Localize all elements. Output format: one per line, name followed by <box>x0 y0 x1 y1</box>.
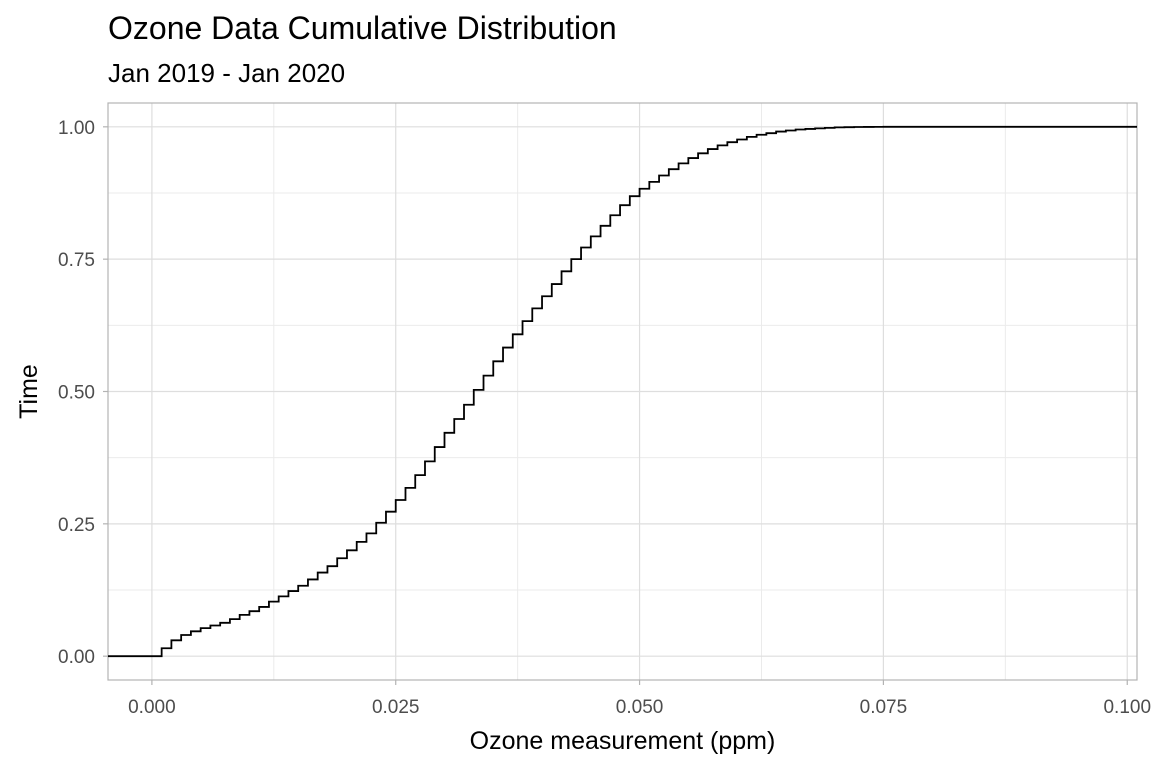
y-tick-label: 1.00 <box>58 118 95 139</box>
y-tick-label: 0.00 <box>58 647 95 668</box>
x-tick-label: 0.025 <box>372 697 420 718</box>
y-tick-label: 0.75 <box>58 250 95 271</box>
y-axis-ticks: 0.00 0.25 0.50 0.75 1.00 <box>58 118 108 668</box>
x-tick-label: 0.075 <box>860 697 908 718</box>
x-tick-label: 0.050 <box>616 697 664 718</box>
ecdf-step-line <box>108 125 1137 658</box>
chart-title: Ozone Data Cumulative Distribution <box>108 10 617 46</box>
series-group <box>108 125 1137 658</box>
x-axis-ticks: 0.000 0.025 0.050 0.075 0.100 <box>128 680 1151 718</box>
x-tick-label: 0.100 <box>1103 697 1151 718</box>
y-axis-title: Time <box>15 364 43 419</box>
y-tick-label: 0.25 <box>58 515 95 536</box>
x-axis-title: Ozone measurement (ppm) <box>470 727 776 755</box>
minor-gridlines <box>108 103 1137 680</box>
y-tick-label: 0.50 <box>58 383 95 404</box>
x-tick-label: 0.000 <box>128 697 176 718</box>
chart-subtitle: Jan 2019 - Jan 2020 <box>108 58 346 88</box>
major-gridlines <box>108 103 1137 680</box>
